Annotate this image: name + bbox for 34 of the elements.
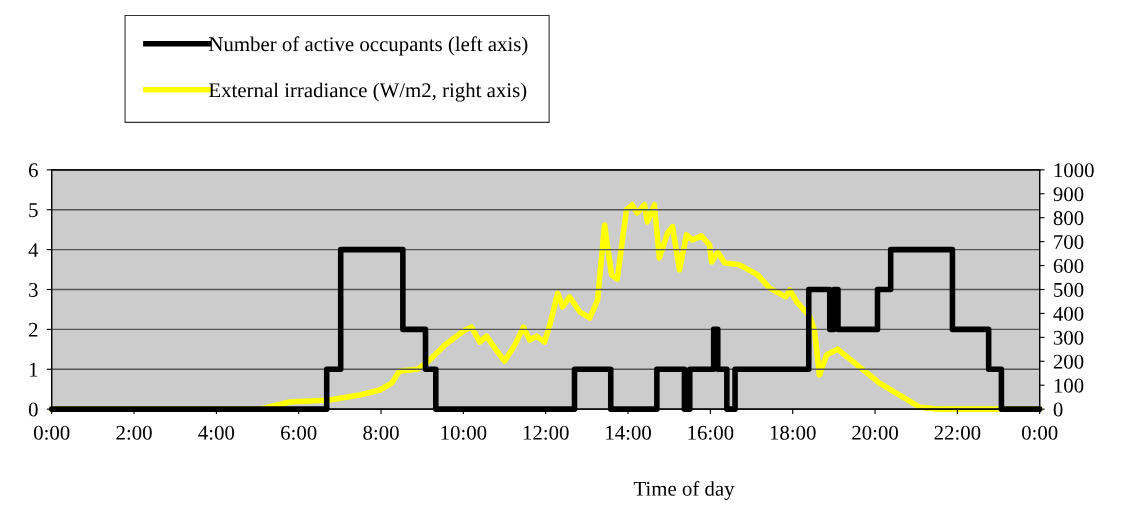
x-tick-label: 20:00 (852, 425, 898, 440)
y2-tick-label: 500 (1054, 282, 1084, 297)
x-tick-label: 0:00 (1021, 425, 1058, 440)
y2-tick-label: 0 (1053, 402, 1063, 417)
y-tick-label: 1 (29, 362, 38, 377)
x-tick-label: 4:00 (198, 425, 235, 440)
y-tick-label: 6 (28, 163, 38, 178)
y-tick-label: 4 (28, 243, 39, 257)
x-tick-label: 6:00 (281, 425, 317, 440)
x-tick-label: 8:00 (363, 425, 399, 440)
legend-label: External irradiance (W/m2, right axis) (209, 82, 527, 102)
y-tick-label: 5 (29, 203, 38, 218)
x-tick-label: 2:00 (116, 425, 152, 440)
x-tick-label: 12:00 (523, 425, 569, 440)
y2-tick-label: 900 (1053, 187, 1084, 202)
y2-tick-label: 1000 (1054, 163, 1094, 178)
y-tick-label: 3 (29, 282, 38, 297)
x-tick-label: 18:00 (770, 425, 816, 440)
y-tick-label: 0 (28, 402, 38, 417)
x-tick-label: 22:00 (934, 425, 981, 440)
y-tick-label: 2 (29, 322, 38, 337)
y2-tick-label: 100 (1054, 378, 1084, 393)
y2-tick-label: 700 (1054, 235, 1084, 250)
y2-tick-label: 400 (1053, 306, 1084, 321)
x-tick-label: 16:00 (688, 425, 734, 440)
x-axis-title: Time of day (633, 480, 735, 501)
x-tick-label: 14:00 (606, 425, 651, 440)
y2-tick-label: 200 (1053, 354, 1084, 369)
y2-tick-label: 300 (1053, 330, 1084, 345)
x-tick-label: 10:00 (441, 425, 487, 440)
y2-tick-label: 800 (1053, 211, 1084, 226)
y2-tick-label: 600 (1053, 258, 1084, 273)
legend-label: Number of active occupants (left axis) (209, 36, 528, 56)
x-tick-label: 0:00 (33, 425, 70, 440)
